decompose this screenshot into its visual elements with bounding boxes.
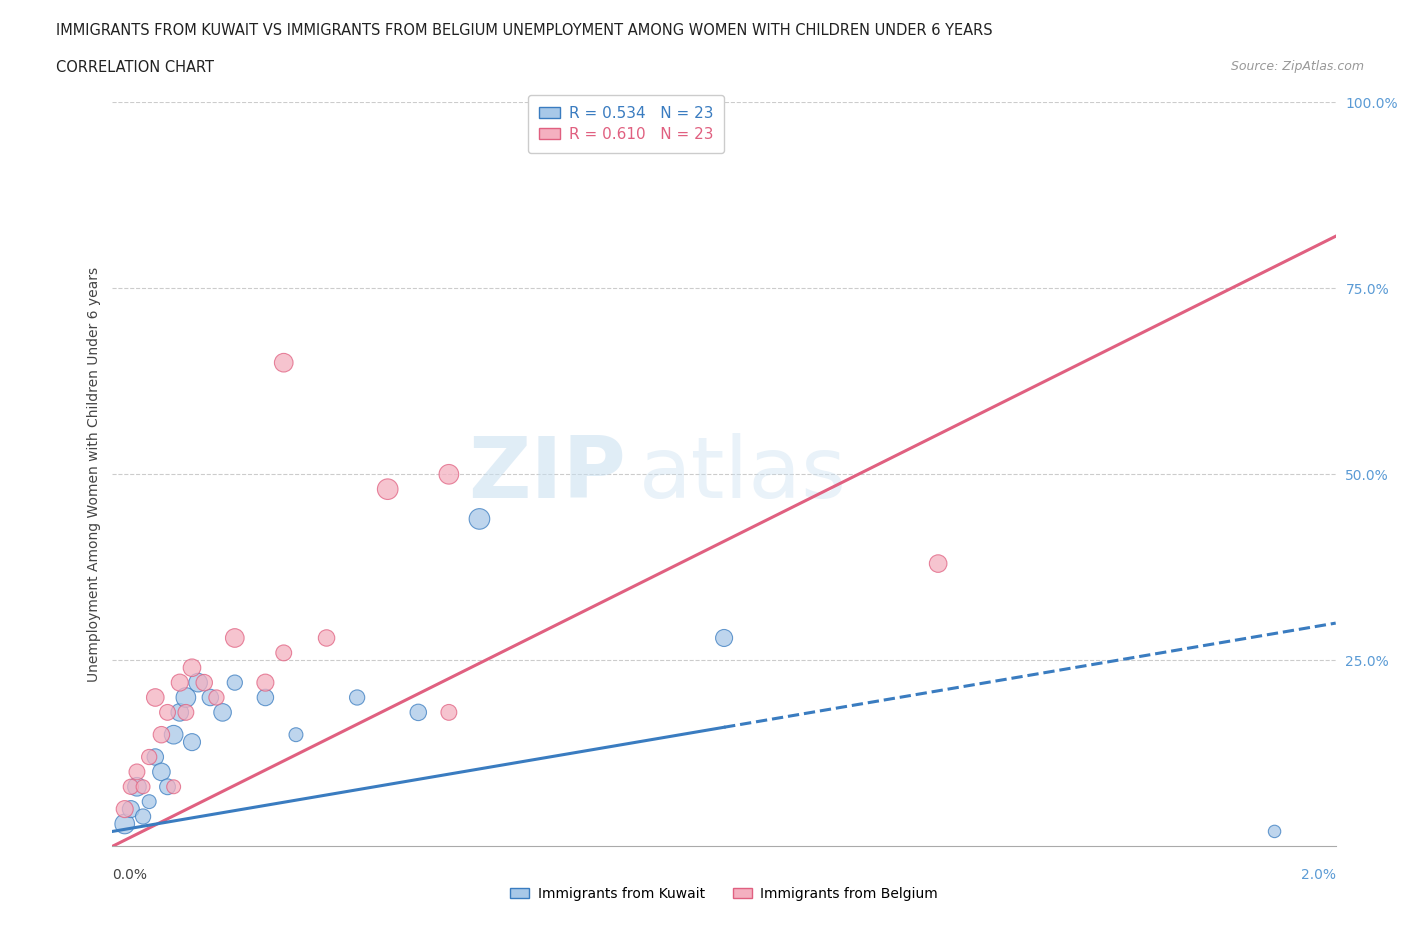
- Point: [713, 631, 735, 645]
- Point: [120, 802, 142, 817]
- Point: [114, 817, 136, 831]
- Point: [273, 645, 295, 660]
- Point: [114, 802, 136, 817]
- Point: [254, 690, 277, 705]
- Point: [224, 631, 246, 645]
- Point: [205, 690, 228, 705]
- Point: [156, 705, 179, 720]
- Point: [377, 482, 399, 497]
- Point: [138, 794, 160, 809]
- Point: [468, 512, 491, 526]
- Point: [132, 779, 155, 794]
- Text: CORRELATION CHART: CORRELATION CHART: [56, 60, 214, 75]
- Point: [284, 727, 308, 742]
- Point: [437, 705, 460, 720]
- Point: [132, 809, 155, 824]
- Legend: Immigrants from Kuwait, Immigrants from Belgium: Immigrants from Kuwait, Immigrants from …: [505, 882, 943, 907]
- Point: [156, 779, 179, 794]
- Point: [163, 779, 186, 794]
- Point: [408, 705, 430, 720]
- Point: [143, 750, 166, 764]
- Point: [125, 779, 148, 794]
- Y-axis label: Unemployment Among Women with Children Under 6 years: Unemployment Among Women with Children U…: [87, 267, 101, 682]
- Point: [169, 705, 191, 720]
- Point: [174, 690, 197, 705]
- Point: [254, 675, 277, 690]
- Point: [200, 690, 222, 705]
- Point: [1264, 824, 1286, 839]
- Point: [163, 727, 186, 742]
- Point: [224, 675, 246, 690]
- Text: Source: ZipAtlas.com: Source: ZipAtlas.com: [1230, 60, 1364, 73]
- Point: [150, 764, 173, 779]
- Point: [169, 675, 191, 690]
- Point: [273, 355, 295, 370]
- Point: [211, 705, 233, 720]
- Point: [150, 727, 173, 742]
- Text: 2.0%: 2.0%: [1301, 868, 1336, 882]
- Point: [437, 467, 460, 482]
- Point: [927, 556, 949, 571]
- Point: [174, 705, 197, 720]
- Point: [193, 675, 215, 690]
- Point: [315, 631, 337, 645]
- Point: [346, 690, 368, 705]
- Point: [120, 779, 142, 794]
- Text: atlas: atlas: [638, 432, 846, 516]
- Text: IMMIGRANTS FROM KUWAIT VS IMMIGRANTS FROM BELGIUM UNEMPLOYMENT AMONG WOMEN WITH : IMMIGRANTS FROM KUWAIT VS IMMIGRANTS FRO…: [56, 23, 993, 38]
- Text: 0.0%: 0.0%: [112, 868, 148, 882]
- Point: [181, 660, 204, 675]
- Point: [138, 750, 160, 764]
- Point: [125, 764, 148, 779]
- Point: [143, 690, 166, 705]
- Point: [181, 735, 204, 750]
- Text: ZIP: ZIP: [468, 432, 626, 516]
- Point: [187, 675, 209, 690]
